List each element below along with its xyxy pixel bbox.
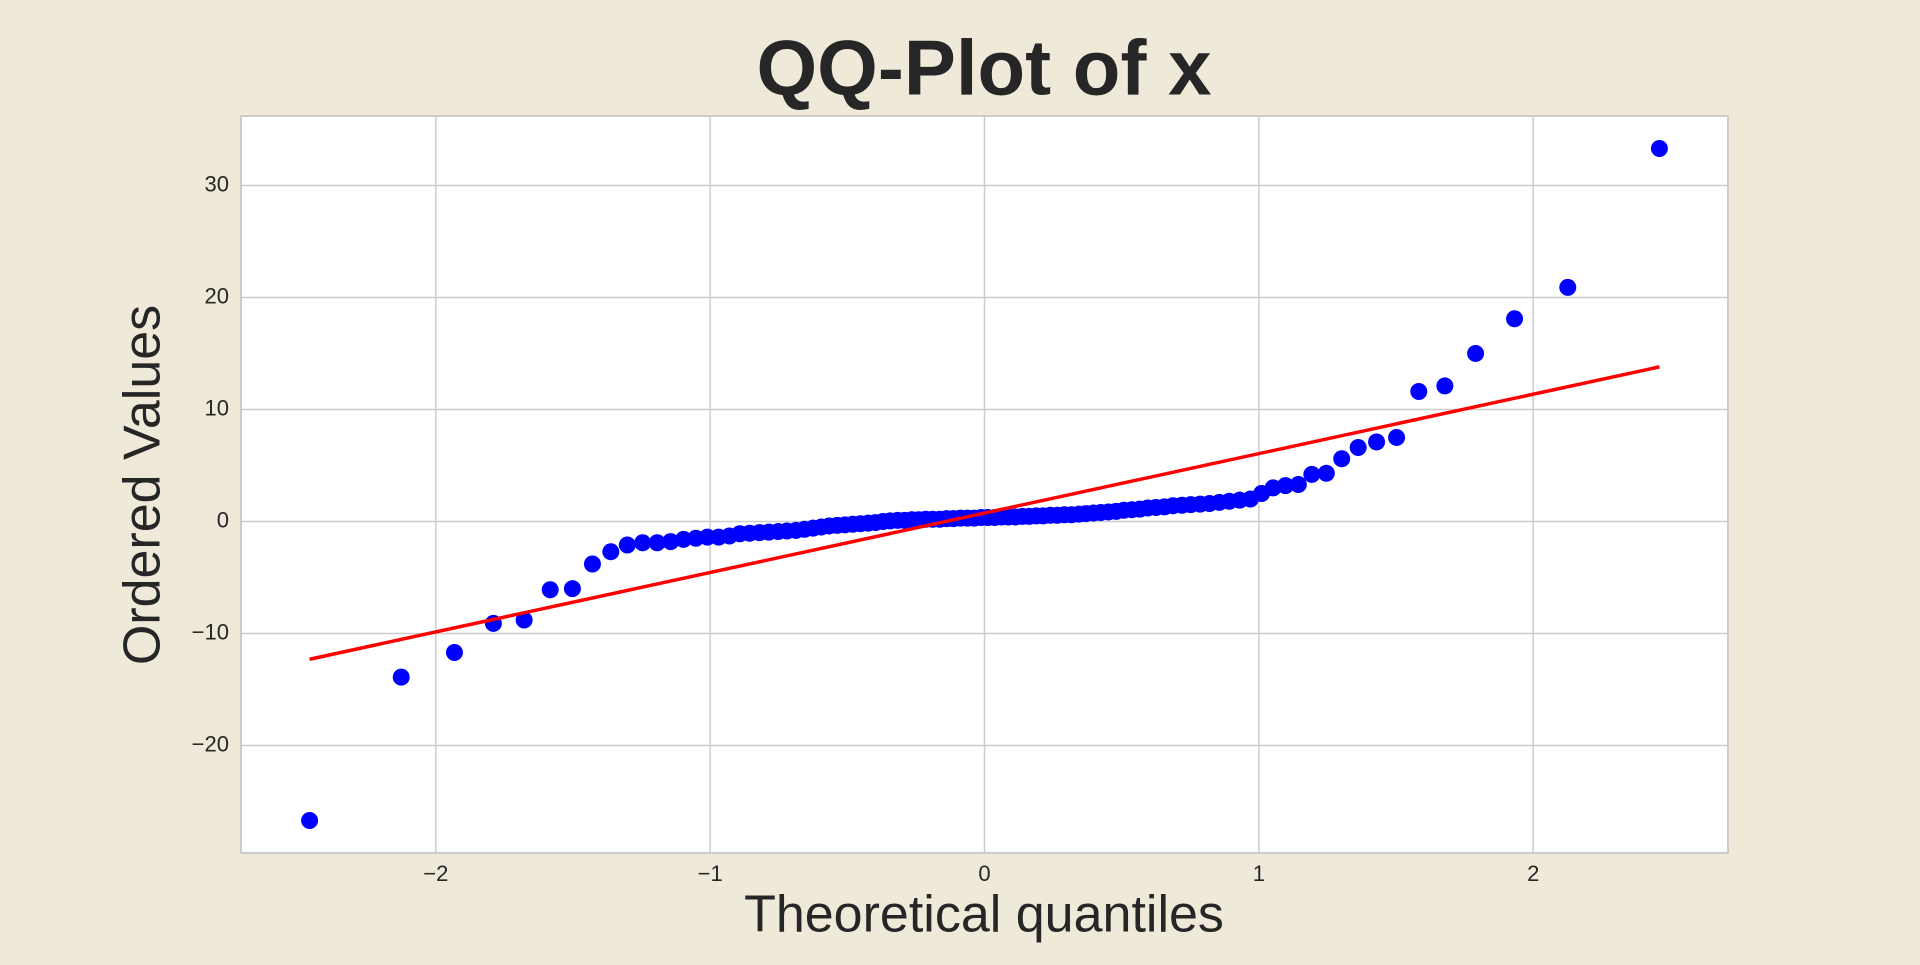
y-tick-label: 0 bbox=[217, 507, 229, 532]
x-axis-label: Theoretical quantiles bbox=[744, 886, 1224, 944]
point bbox=[1368, 433, 1386, 451]
point bbox=[1436, 377, 1454, 395]
point bbox=[1317, 464, 1335, 482]
point bbox=[583, 555, 601, 573]
point bbox=[1289, 476, 1307, 493]
point bbox=[618, 536, 636, 554]
point bbox=[563, 580, 581, 598]
x-tick-label: −1 bbox=[698, 861, 723, 886]
point bbox=[1506, 310, 1524, 328]
x-tick-label: 2 bbox=[1527, 861, 1539, 886]
point bbox=[541, 581, 559, 599]
point bbox=[1388, 428, 1406, 446]
point bbox=[392, 668, 410, 686]
point bbox=[445, 644, 463, 662]
x-tick-label: 0 bbox=[978, 861, 990, 886]
point bbox=[648, 534, 666, 552]
point bbox=[1410, 383, 1428, 401]
x-tick-label: −2 bbox=[423, 861, 448, 886]
point bbox=[1303, 465, 1321, 483]
fit-line bbox=[309, 365, 1660, 661]
point bbox=[662, 533, 680, 551]
point bbox=[1467, 344, 1485, 362]
y-tick-label: −10 bbox=[192, 619, 229, 644]
y-tick-label: −20 bbox=[192, 731, 229, 756]
y-axis-label: Ordered Values bbox=[114, 305, 172, 665]
point bbox=[634, 534, 652, 552]
y-tick-label: 30 bbox=[205, 171, 229, 196]
point bbox=[1559, 278, 1577, 296]
point bbox=[1333, 450, 1351, 468]
point bbox=[1276, 477, 1294, 495]
point bbox=[675, 530, 693, 548]
point bbox=[515, 611, 533, 629]
chart-title: QQ-Plot of x bbox=[757, 24, 1212, 112]
point bbox=[1650, 139, 1668, 157]
plot-frame bbox=[240, 115, 1729, 854]
point bbox=[301, 812, 319, 830]
y-tick-label: 10 bbox=[205, 395, 229, 420]
x-tick-label: 1 bbox=[1253, 861, 1265, 886]
y-tick-label: 20 bbox=[205, 283, 229, 308]
point bbox=[1349, 439, 1367, 457]
point bbox=[602, 543, 620, 561]
